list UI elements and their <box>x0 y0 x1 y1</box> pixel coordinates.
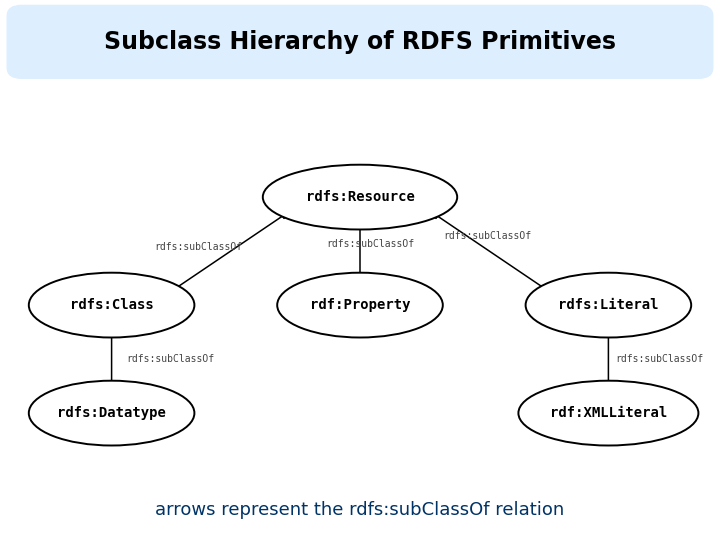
Text: rdfs:subClassOf: rdfs:subClassOf <box>443 231 531 241</box>
Ellipse shape <box>29 273 194 338</box>
Text: rdfs:subClassOf: rdfs:subClassOf <box>327 239 415 248</box>
Text: rdf:Property: rdf:Property <box>310 298 410 312</box>
Text: rdf:XMLLiteral: rdf:XMLLiteral <box>550 406 667 420</box>
FancyBboxPatch shape <box>7 5 713 78</box>
Text: Subclass Hierarchy of RDFS Primitives: Subclass Hierarchy of RDFS Primitives <box>104 30 616 54</box>
Text: rdfs:Literal: rdfs:Literal <box>558 298 659 312</box>
Text: rdfs:Resource: rdfs:Resource <box>305 190 415 204</box>
Ellipse shape <box>29 381 194 446</box>
Text: rdfs:Datatype: rdfs:Datatype <box>57 406 166 420</box>
Ellipse shape <box>526 273 691 338</box>
Ellipse shape <box>277 273 443 338</box>
Text: rdfs:subClassOf: rdfs:subClassOf <box>126 354 214 364</box>
Text: rdfs:Class: rdfs:Class <box>70 298 153 312</box>
Text: rdfs:subClassOf: rdfs:subClassOf <box>154 242 243 252</box>
Ellipse shape <box>263 165 457 230</box>
Text: arrows represent the rdfs:subClassOf relation: arrows represent the rdfs:subClassOf rel… <box>156 501 564 519</box>
Text: rdfs:subClassOf: rdfs:subClassOf <box>616 354 703 364</box>
Ellipse shape <box>518 381 698 446</box>
